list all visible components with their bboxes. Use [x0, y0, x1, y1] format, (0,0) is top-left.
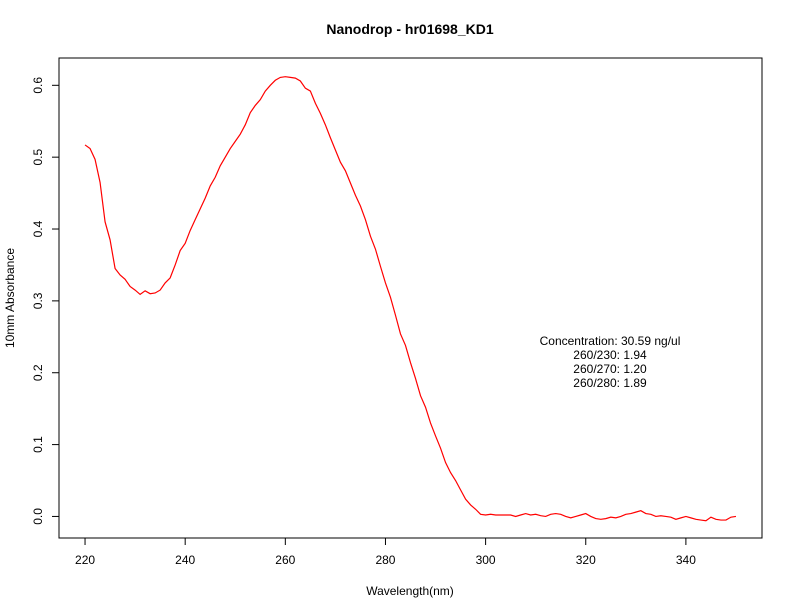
plot-frame: [58, 57, 763, 539]
x-axis-label: Wavelength(nm): [366, 584, 454, 598]
y-axis-label: 10mm Absorbance: [3, 248, 17, 348]
y-tick-label: 0.5: [31, 148, 45, 165]
x-tick-label: 340: [676, 553, 696, 567]
x-tick-label: 300: [476, 553, 496, 567]
x-tick-label: 320: [576, 553, 596, 567]
y-tick-label: 0.6: [31, 77, 45, 94]
y-tick-label: 0.4: [31, 220, 45, 237]
y-tick-label: 0.3: [31, 292, 45, 309]
y-tick-label: 0.2: [31, 364, 45, 381]
annotation: Concentration: 30.59 ng/ul: [540, 334, 681, 348]
annotation: 260/230: 1.94: [573, 348, 647, 362]
annotation: 260/280: 1.89: [573, 376, 647, 390]
y-tick-label: 0.0: [31, 508, 45, 525]
x-tick-label: 280: [375, 553, 395, 567]
y-tick-label: 0.1: [31, 436, 45, 453]
x-tick-label: 240: [175, 553, 195, 567]
data-line: [84, 76, 737, 522]
annotation: 260/270: 1.20: [573, 362, 647, 376]
x-tick-label: 260: [275, 553, 295, 567]
chart-title: Nanodrop - hr01698_KD1: [326, 21, 493, 37]
x-tick-label: 220: [75, 553, 95, 567]
